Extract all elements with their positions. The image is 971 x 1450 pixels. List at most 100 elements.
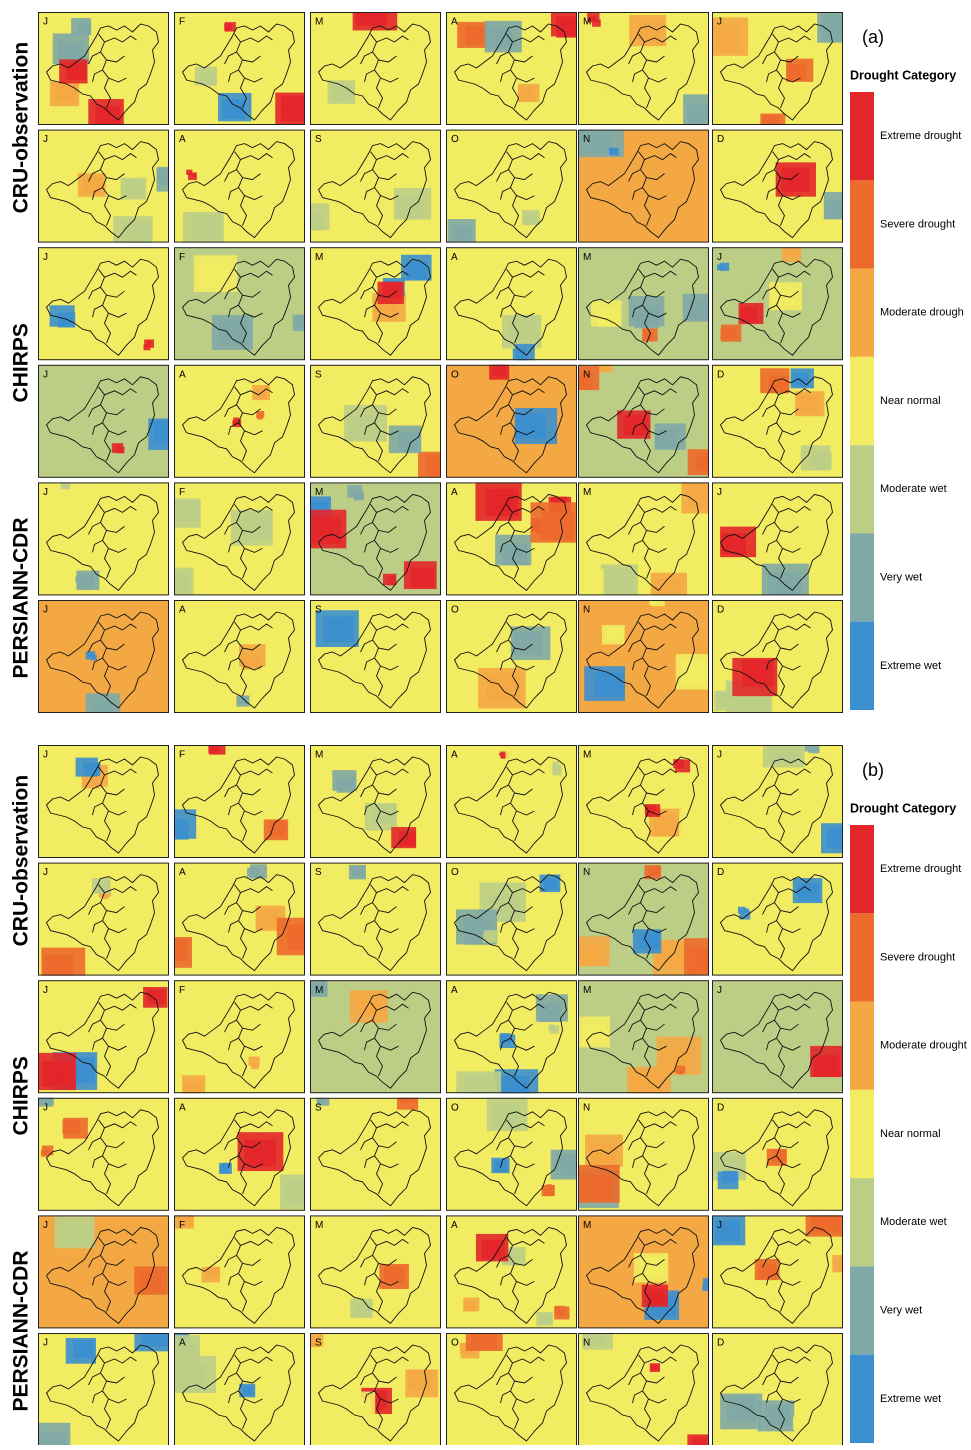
map-patch <box>291 935 305 951</box>
map-frame <box>578 12 709 125</box>
map-patch <box>299 322 305 329</box>
map: J <box>712 247 843 361</box>
map: A <box>446 482 577 596</box>
map-patch <box>229 102 244 114</box>
map-patch <box>251 871 258 878</box>
month-label: J <box>43 369 48 380</box>
map-patch <box>455 230 467 240</box>
map-patch <box>591 16 597 21</box>
map: A <box>174 1333 305 1446</box>
month-label: J <box>43 1338 48 1349</box>
legend-label: Near normal <box>880 395 941 407</box>
map-patch <box>254 388 268 399</box>
map-patch <box>60 89 73 100</box>
legend-label: Moderate wet <box>880 483 947 495</box>
map-patch <box>399 1097 409 1103</box>
map-fill <box>712 745 843 858</box>
map-patch <box>402 835 413 844</box>
month-label: M <box>583 252 591 263</box>
legend-label: Extreme wet <box>880 1393 941 1405</box>
map-frame <box>38 600 169 713</box>
map-patch <box>250 1149 269 1165</box>
map-frame <box>712 12 843 125</box>
map: A <box>446 12 577 125</box>
map: M <box>578 980 709 1094</box>
map-patch <box>362 1303 372 1312</box>
dataset-label: PERSIANN-CDR <box>10 1250 33 1411</box>
map-patch <box>327 619 345 634</box>
map: D <box>712 364 843 478</box>
map-patch <box>356 1028 368 1039</box>
map-patch <box>77 575 82 579</box>
map-patch <box>190 459 194 463</box>
month-label: J <box>43 487 48 498</box>
map: O <box>446 1097 577 1211</box>
map-patch <box>761 1266 772 1276</box>
map-frame <box>712 980 843 1094</box>
month-label: A <box>451 985 458 996</box>
map-patch <box>597 364 605 366</box>
map-patch <box>588 1333 601 1340</box>
map-patch <box>796 1421 803 1427</box>
map-fill <box>174 980 305 1094</box>
map-patch <box>90 654 97 661</box>
month-label: J <box>43 1220 48 1231</box>
map-fill <box>446 1097 577 1211</box>
map-frame <box>578 1215 709 1329</box>
map-patch <box>82 574 89 580</box>
map-patch <box>186 169 193 175</box>
month-label: O <box>451 605 459 616</box>
map-patch <box>290 1186 305 1200</box>
map-patch <box>351 1400 364 1412</box>
map-patch <box>246 437 252 442</box>
map-patch <box>474 1333 490 1344</box>
map-patch <box>192 173 196 177</box>
map-fill <box>446 1333 577 1446</box>
map-patch <box>222 1162 228 1168</box>
map-fill <box>174 129 305 243</box>
map-patch <box>161 175 169 186</box>
month-label: A <box>179 369 186 380</box>
month-label: S <box>315 1338 322 1349</box>
map-patch <box>97 880 111 892</box>
map-patch <box>314 520 334 536</box>
dataset-label: CHIRPS <box>10 1056 33 1135</box>
map-patch <box>64 48 80 62</box>
map-patch <box>43 1097 53 1103</box>
map-frame <box>310 745 441 858</box>
map: D <box>712 1097 843 1211</box>
map-patch <box>45 1149 50 1154</box>
map-patch <box>471 921 480 929</box>
legend-label: Extreme drought <box>880 130 961 142</box>
map-patch <box>275 1075 285 1084</box>
map-fill <box>174 1097 305 1211</box>
map-patch <box>836 1264 843 1272</box>
map-patch <box>241 698 247 704</box>
map-patch <box>791 247 800 255</box>
map-patch <box>744 908 749 912</box>
month-label: J <box>717 252 722 263</box>
map-patch <box>652 1364 660 1371</box>
map: S <box>310 600 441 713</box>
map: S <box>310 862 441 976</box>
map-patch <box>773 866 786 878</box>
legend-label: Extreme wet <box>880 660 941 672</box>
month-label: M <box>315 750 323 761</box>
month-label: J <box>717 17 722 28</box>
map: A <box>174 600 305 713</box>
map: M <box>310 980 441 1094</box>
map-patch <box>427 1410 441 1422</box>
map-frame <box>174 129 305 243</box>
map-frame <box>310 129 441 243</box>
map-patch <box>821 677 830 684</box>
map-patch <box>578 583 590 596</box>
map-patch <box>385 285 397 295</box>
map-fill <box>446 482 577 596</box>
map-patch <box>593 1149 609 1163</box>
map-patch <box>764 117 775 125</box>
map-patch <box>396 1097 419 1110</box>
month-label: O <box>451 1338 459 1349</box>
map-patch <box>643 332 654 342</box>
map-patch <box>465 1347 473 1355</box>
map-patch <box>591 136 611 153</box>
